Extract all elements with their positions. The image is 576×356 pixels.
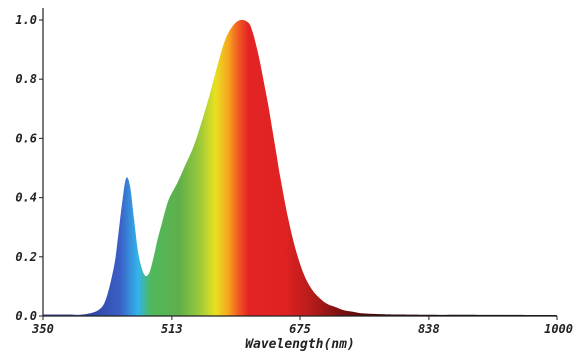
x-tick-label: 838 — [418, 322, 440, 336]
x-axis-ticks: 350 513 675 838 1000 — [31, 316, 573, 336]
x-tick-label: 1000 — [544, 322, 573, 336]
y-tick-label: 0.2 — [15, 250, 37, 264]
y-tick-label: 0.6 — [15, 131, 37, 145]
x-axis-title: Wavelength(nm) — [245, 337, 355, 352]
y-tick-label: 0.4 — [15, 191, 37, 205]
x-tick-label: 675 — [289, 322, 311, 336]
y-tick-label: 0.8 — [15, 72, 37, 86]
y-axis-ticks: 0.0 0.2 0.4 0.6 0.8 1.0 — [15, 13, 43, 323]
x-tick-label: 513 — [161, 322, 183, 336]
y-tick-label: 0.0 — [15, 309, 37, 323]
spectrum-area — [43, 19, 557, 317]
y-tick-label: 1.0 — [15, 13, 37, 27]
x-tick-label: 350 — [31, 322, 54, 336]
